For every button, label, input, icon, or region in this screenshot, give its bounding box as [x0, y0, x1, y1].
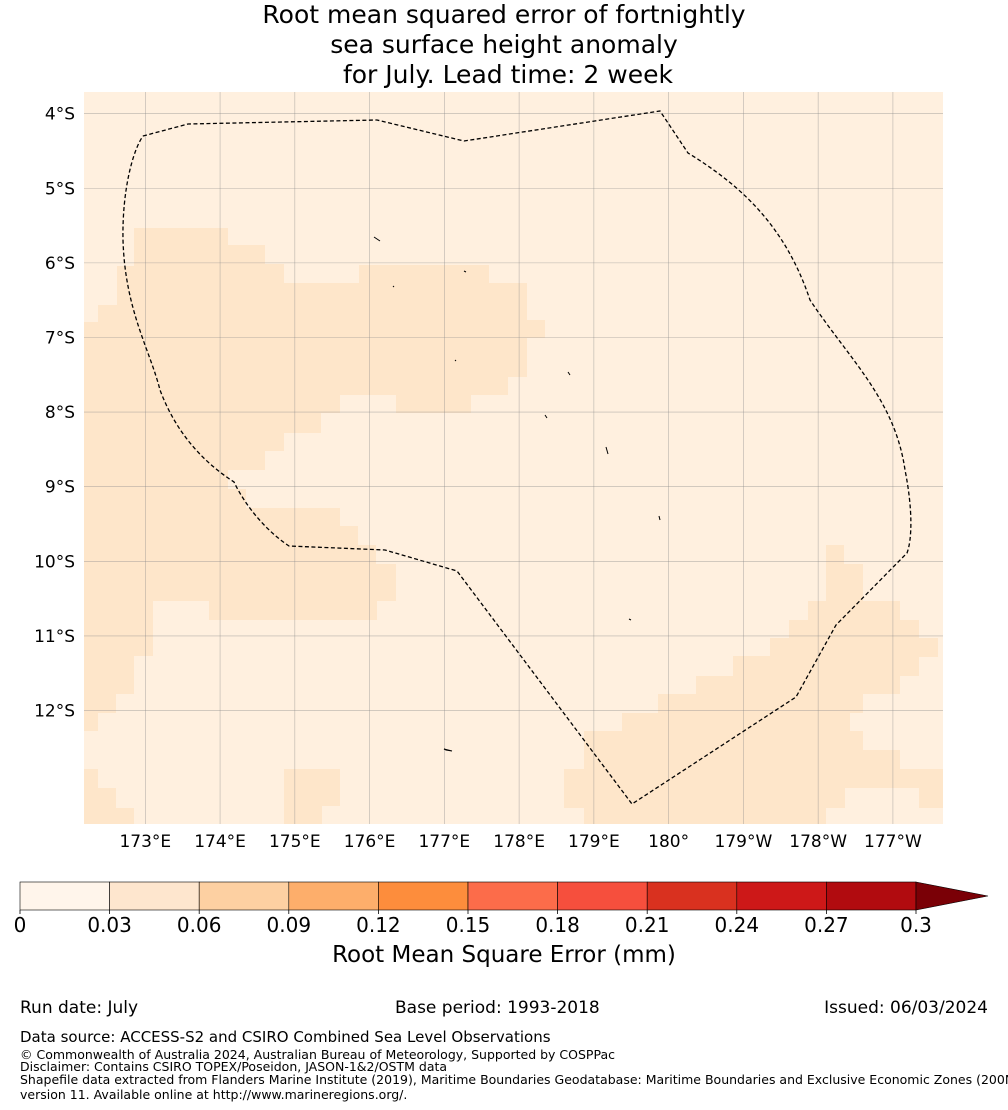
colorbar-tick-label-11: 0.3 — [900, 913, 932, 937]
colorbar-label: Root Mean Square Error (mm) — [332, 942, 676, 968]
lat-label-3: 6°S — [45, 254, 75, 274]
island-8 — [658, 515, 661, 521]
colorbar-swatch-5 — [378, 881, 469, 911]
rmse-region-4 — [564, 769, 584, 808]
map-figure: 4°S 5°S 6°S 7°S 8°S 9°S 10°S 11°S 12°S 173°E 174°… — [14, 92, 989, 937]
lon-label-5: 177°E — [418, 832, 470, 852]
chart-title: Root mean squared error of fortnightly s… — [0, 0, 1008, 90]
lat-label-1: 4°S — [45, 105, 75, 125]
lon-label-3: 175°E — [269, 832, 321, 852]
data-source: Data source: ACCESS-S2 and CSIRO Combine… — [20, 1028, 551, 1046]
colorbar-swatch-7 — [557, 881, 648, 911]
eez-boundary — [122, 110, 912, 805]
rmse-region-3 — [584, 545, 943, 824]
island-1 — [373, 236, 381, 242]
colorbar-tick-label-2: 0.03 — [87, 913, 132, 937]
shapefile-version: version 11. Available online at http://w… — [20, 1087, 408, 1102]
island-4 — [454, 359, 457, 362]
lat-label-7: 10°S — [34, 552, 75, 572]
island-7 — [605, 446, 609, 455]
rmse-region-6 — [84, 769, 134, 824]
lat-label-5: 8°S — [45, 403, 75, 423]
shapefile-credit: Shapefile data extracted from Flanders M… — [20, 1072, 1008, 1087]
colorbar-swatch-10 — [826, 881, 917, 911]
base-period: Base period: 1993-2018 — [395, 998, 600, 1018]
title-line-2: sea surface height anomaly — [330, 30, 678, 59]
colorbar-tick-label-8: 0.21 — [625, 913, 670, 937]
issued-date: Issued: 06/03/2024 — [824, 998, 988, 1018]
rmse-region-1 — [84, 228, 545, 731]
islands — [373, 236, 661, 752]
lat-label-8: 11°S — [34, 627, 75, 647]
lon-label-8: 180° — [648, 832, 689, 852]
island-10 — [443, 748, 453, 752]
colorbar-extend-arrow — [915, 881, 989, 911]
colorbar-tick-label-10: 0.27 — [804, 913, 849, 937]
island-9 — [628, 618, 632, 621]
lon-label-11: 177°W — [864, 832, 922, 852]
colorbar: 0 0.03 0.06 0.09 0.12 0.15 0.18 0.21 0.24 0.27 0.3 — [14, 881, 989, 937]
colorbar-tick-label-4: 0.09 — [267, 913, 312, 937]
lon-label-7: 179°E — [568, 832, 620, 852]
colorbar-swatch-3 — [198, 881, 290, 911]
lon-label-4: 176°E — [344, 832, 396, 852]
colorbar-tick-label-7: 0.18 — [535, 913, 580, 937]
colorbar-tick-label-9: 0.24 — [715, 913, 760, 937]
copyright: © Commonwealth of Australia 2024, Austra… — [20, 1047, 615, 1062]
island-2 — [463, 270, 467, 273]
lon-label-2: 174°E — [194, 832, 246, 852]
lat-label-4: 7°S — [45, 328, 75, 348]
lon-label-10: 178°W — [789, 832, 847, 852]
colorbar-swatch-6 — [467, 881, 558, 911]
lat-label-6: 9°S — [45, 478, 75, 498]
lat-label-2: 5°S — [45, 179, 75, 199]
latitude-labels: 4°S 5°S 6°S 7°S 8°S 9°S 10°S 11°S 12°S — [34, 105, 75, 722]
colorbar-swatch-1 — [19, 881, 110, 911]
map-field — [84, 92, 943, 824]
lon-label-1: 173°E — [119, 832, 171, 852]
disclaimer: Disclaimer: Contains CSIRO TOPEX/Poseido… — [20, 1059, 448, 1074]
rmse-region-2 — [84, 358, 98, 377]
colorbar-tick-label-3: 0.06 — [177, 913, 222, 937]
run-date: Run date: July — [20, 998, 139, 1018]
graticule — [84, 92, 943, 824]
colorbar-swatch-2 — [109, 881, 200, 911]
title-line-3: for July. Lead time: 2 week — [335, 60, 673, 89]
colorbar-swatch-8 — [646, 881, 738, 911]
longitude-labels: 173°E 174°E 175°E 176°E 177°E 178°E 179°E 180° 1… — [119, 832, 922, 852]
lon-label-9: 179°W — [715, 832, 773, 852]
colorbar-tick-label-1: 0 — [14, 913, 27, 937]
island-3 — [392, 285, 395, 288]
colorbar-swatch-9 — [736, 881, 827, 911]
lat-label-9: 12°S — [34, 702, 75, 722]
lon-label-6: 178°E — [493, 832, 545, 852]
island-6 — [544, 414, 548, 419]
island-5 — [567, 371, 571, 376]
colorbar-tick-label-6: 0.15 — [446, 913, 491, 937]
colorbar-swatch-4 — [288, 881, 379, 911]
title-line-1: Root mean squared error of fortnightly — [262, 0, 746, 29]
colorbar-tick-label-5: 0.12 — [356, 913, 401, 937]
rmse-region-5 — [284, 769, 340, 824]
